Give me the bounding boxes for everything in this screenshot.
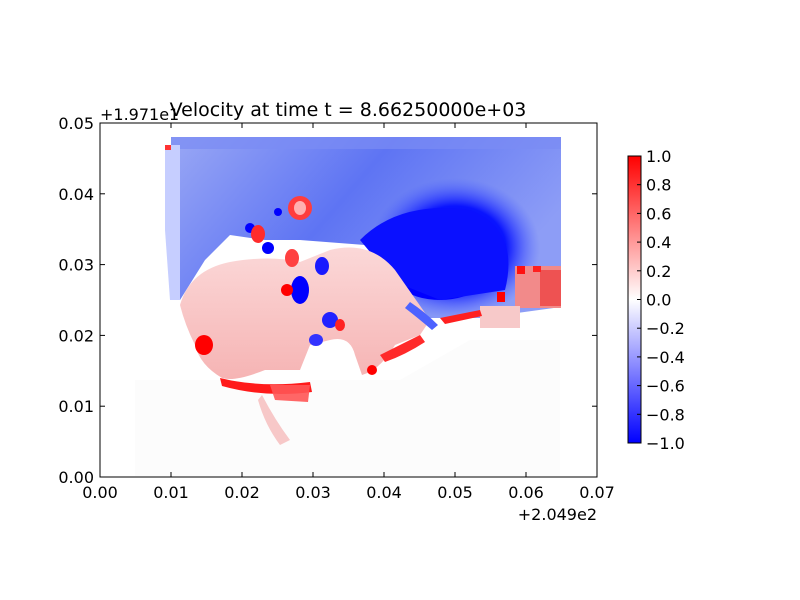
- colorbar-tick-label: −1.0: [646, 434, 685, 453]
- colorbar-tick-label: 0.2: [646, 262, 671, 281]
- x-tick-label: 0.07: [579, 483, 615, 502]
- y-tick-label: 0.05: [58, 114, 94, 133]
- y-axis: 0.00 0.01 0.02 0.03 0.04 0.05: [58, 114, 597, 487]
- colorbar-tick-label: 0.0: [646, 291, 671, 310]
- y-offset-label: +1.971e1: [100, 105, 179, 124]
- x-tick-label: 0.06: [508, 483, 544, 502]
- y-tick-label: 0.03: [58, 256, 94, 275]
- colorbar-tick-label: 0.6: [646, 204, 671, 223]
- x-tick-label: 0.02: [224, 483, 260, 502]
- colorbar-tick-label: −0.2: [646, 319, 685, 338]
- y-tick-label: 0.02: [58, 326, 94, 345]
- x-tick-label: 0.04: [366, 483, 402, 502]
- x-tick-label: 0.01: [153, 483, 189, 502]
- x-tick-label: 0.03: [295, 483, 331, 502]
- x-tick-label: 0.05: [437, 483, 473, 502]
- x-offset-label: +2.049e2: [518, 505, 597, 524]
- colorbar-tick-label: 0.4: [646, 233, 671, 252]
- colorbar-tick-label: 0.8: [646, 176, 671, 195]
- y-tick-label: 0.00: [58, 468, 94, 487]
- colorbar-tick-label: −0.6: [646, 377, 685, 396]
- y-tick-label: 0.01: [58, 397, 94, 416]
- chart-title: Velocity at time t = 8.66250000e+03: [170, 99, 527, 121]
- axes-frame: [99, 122, 598, 478]
- colorbar-tick-label: −0.4: [646, 348, 685, 367]
- x-axis: 0.00 0.01 0.02 0.03 0.04 0.05 0.06 0.07: [82, 123, 615, 502]
- colorbar-tick-label: 1.0: [646, 147, 671, 166]
- velocity-field: [135, 137, 561, 476]
- colorbar-tick-label: −0.8: [646, 405, 685, 424]
- x-tick-label: 0.00: [82, 483, 118, 502]
- colorbar-ticks: 1.0 0.8 0.6 0.4 0.2 0.0 −0.2 −0.4 −0.6 −0.8 −1.0: [637, 147, 685, 453]
- y-tick-label: 0.04: [58, 185, 94, 204]
